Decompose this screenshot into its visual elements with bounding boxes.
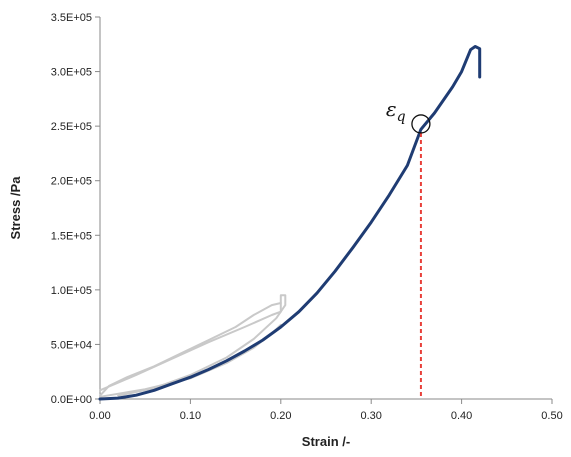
x-tick-label: 0.30 [360,410,381,422]
x-tick-label: 0.10 [180,410,201,422]
epsilon-q-label: εq [386,97,406,125]
series-layer [98,45,482,401]
x-tick-label: 0.00 [89,410,110,422]
y-tick-label: 0.0E+00 [51,394,92,406]
y-tick-label: 1.0E+05 [51,285,92,297]
y-tick-label: 3.0E+05 [51,67,92,79]
y-tick-label: 2.5E+05 [51,121,92,133]
y-tick-label: 1.5E+05 [51,230,92,242]
x-tick-label: 0.50 [541,410,562,422]
y-axis-ticks: 0.0E+00 5.0E+04 1.0E+05 1.5E+05 2.0E+05 2.5E+… [51,12,100,406]
x-tick-label: 0.40 [451,410,472,422]
x-axis-title: Strain /- [302,434,350,449]
plot-axes [99,17,552,400]
main-loading-curve [98,45,482,401]
hysteresis-loop-curve [99,294,287,397]
epsilon-symbol: ε [386,97,397,121]
y-tick-label: 2.0E+05 [51,176,92,188]
x-tick-label: 0.20 [270,410,291,422]
x-axis-ticks: 0.00 0.10 0.20 0.30 0.40 0.50 [89,399,563,422]
y-axis-title: Stress /Pa [8,176,23,240]
epsilon-subscript: q [397,109,406,125]
y-tick-label: 5.0E+04 [51,339,92,351]
epsilon-q-marker [411,114,431,134]
annotation-layer: εq [386,97,431,399]
y-tick-label: 3.5E+05 [51,12,92,24]
